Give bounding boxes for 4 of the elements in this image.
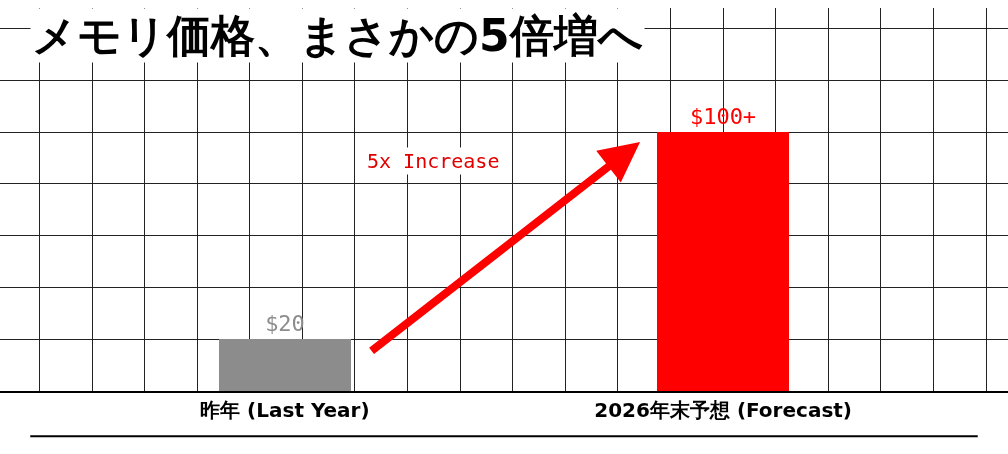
x-tick-label: 2026年末予想 (Forecast) <box>594 398 853 422</box>
x-tick-label: 昨年 (Last Year) <box>200 398 370 422</box>
annotation: 5x Increase <box>367 149 500 173</box>
chart-title: メモリ価格、まさかの5倍増へ <box>32 10 643 61</box>
